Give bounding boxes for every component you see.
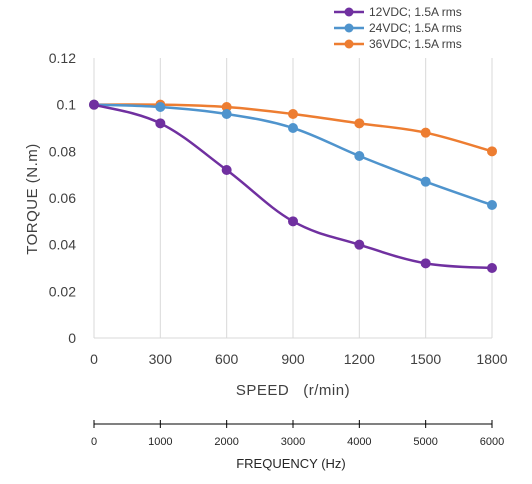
x-tick-label: 1200 [344, 351, 375, 367]
series-point [155, 102, 166, 112]
series-point [288, 216, 298, 227]
legend-label: 12VDC; 1.5A rms [369, 5, 462, 19]
legend-item-1: 12VDC; 1.5A rms [334, 5, 462, 19]
series-point [354, 151, 365, 161]
frequency-tick-label: 5000 [413, 436, 437, 448]
series-point [354, 118, 365, 129]
axes: 0 0.02 0.04 0.06 0.08 0.1 0.12 0 300 600 900 1200 15… [49, 50, 508, 367]
frequency-tick-label: 1000 [148, 436, 172, 448]
x-axis-title: SPEED (r/min) [236, 382, 350, 399]
legend-swatch-marker [344, 23, 354, 33]
frequency-tick-label: 4000 [347, 436, 371, 448]
series-point [420, 127, 431, 138]
legend-label: 24VDC; 1.5A rms [369, 21, 462, 35]
series-point [221, 102, 232, 112]
series-point [487, 263, 497, 273]
series-point [221, 165, 232, 175]
series-point [288, 109, 298, 119]
y-axis-title: TORQUE (N.m) [24, 143, 41, 255]
x-tick-label: 900 [281, 351, 305, 367]
frequency-tick-label: 3000 [281, 436, 305, 448]
frequency-axis: 0 1000 2000 3000 4000 5000 6000 [91, 420, 504, 448]
series-point [354, 239, 365, 250]
series-point [420, 176, 431, 187]
legend-swatch-marker [344, 39, 354, 49]
series-1 [89, 99, 497, 273]
frequency-tick-label: 2000 [214, 436, 238, 448]
frequency-tick-label: 0 [91, 436, 97, 448]
series-point [288, 123, 298, 133]
series [89, 99, 497, 273]
series-point [89, 99, 99, 110]
y-tick-label: 0.12 [49, 50, 76, 66]
series-point [221, 109, 232, 119]
x-tick-label: 1500 [410, 351, 441, 367]
legend-item-2: 24VDC; 1.5A rms [334, 21, 462, 35]
x-tick-label: 1800 [476, 351, 507, 367]
series-point [487, 200, 497, 210]
x-tick-label: 0 [90, 351, 98, 367]
legend: 12VDC; 1.5A rms 24VDC; 1.5A rms 36VDC; 1.5… [334, 5, 462, 51]
series-point [487, 146, 497, 157]
legend-item-3: 36VDC; 1.5A rms [334, 37, 462, 51]
y-tick-label: 0 [68, 330, 76, 346]
y-tick-label: 0.02 [49, 283, 76, 299]
frequency-axis-title: FREQUENCY (Hz) [236, 456, 346, 471]
x-tick-label: 600 [215, 351, 239, 367]
series-point [420, 258, 431, 269]
y-tick-label: 0.08 [49, 143, 76, 159]
y-tick-label: 0.1 [57, 97, 77, 113]
y-tick-label: 0.06 [49, 190, 76, 206]
frequency-tick-label: 6000 [480, 436, 504, 448]
legend-label: 36VDC; 1.5A rms [369, 37, 462, 51]
x-tick-label: 300 [149, 351, 173, 367]
y-tick-label: 0.04 [49, 237, 76, 253]
grid [93, 58, 493, 338]
series-point [155, 118, 166, 129]
legend-swatch-marker [344, 7, 354, 17]
